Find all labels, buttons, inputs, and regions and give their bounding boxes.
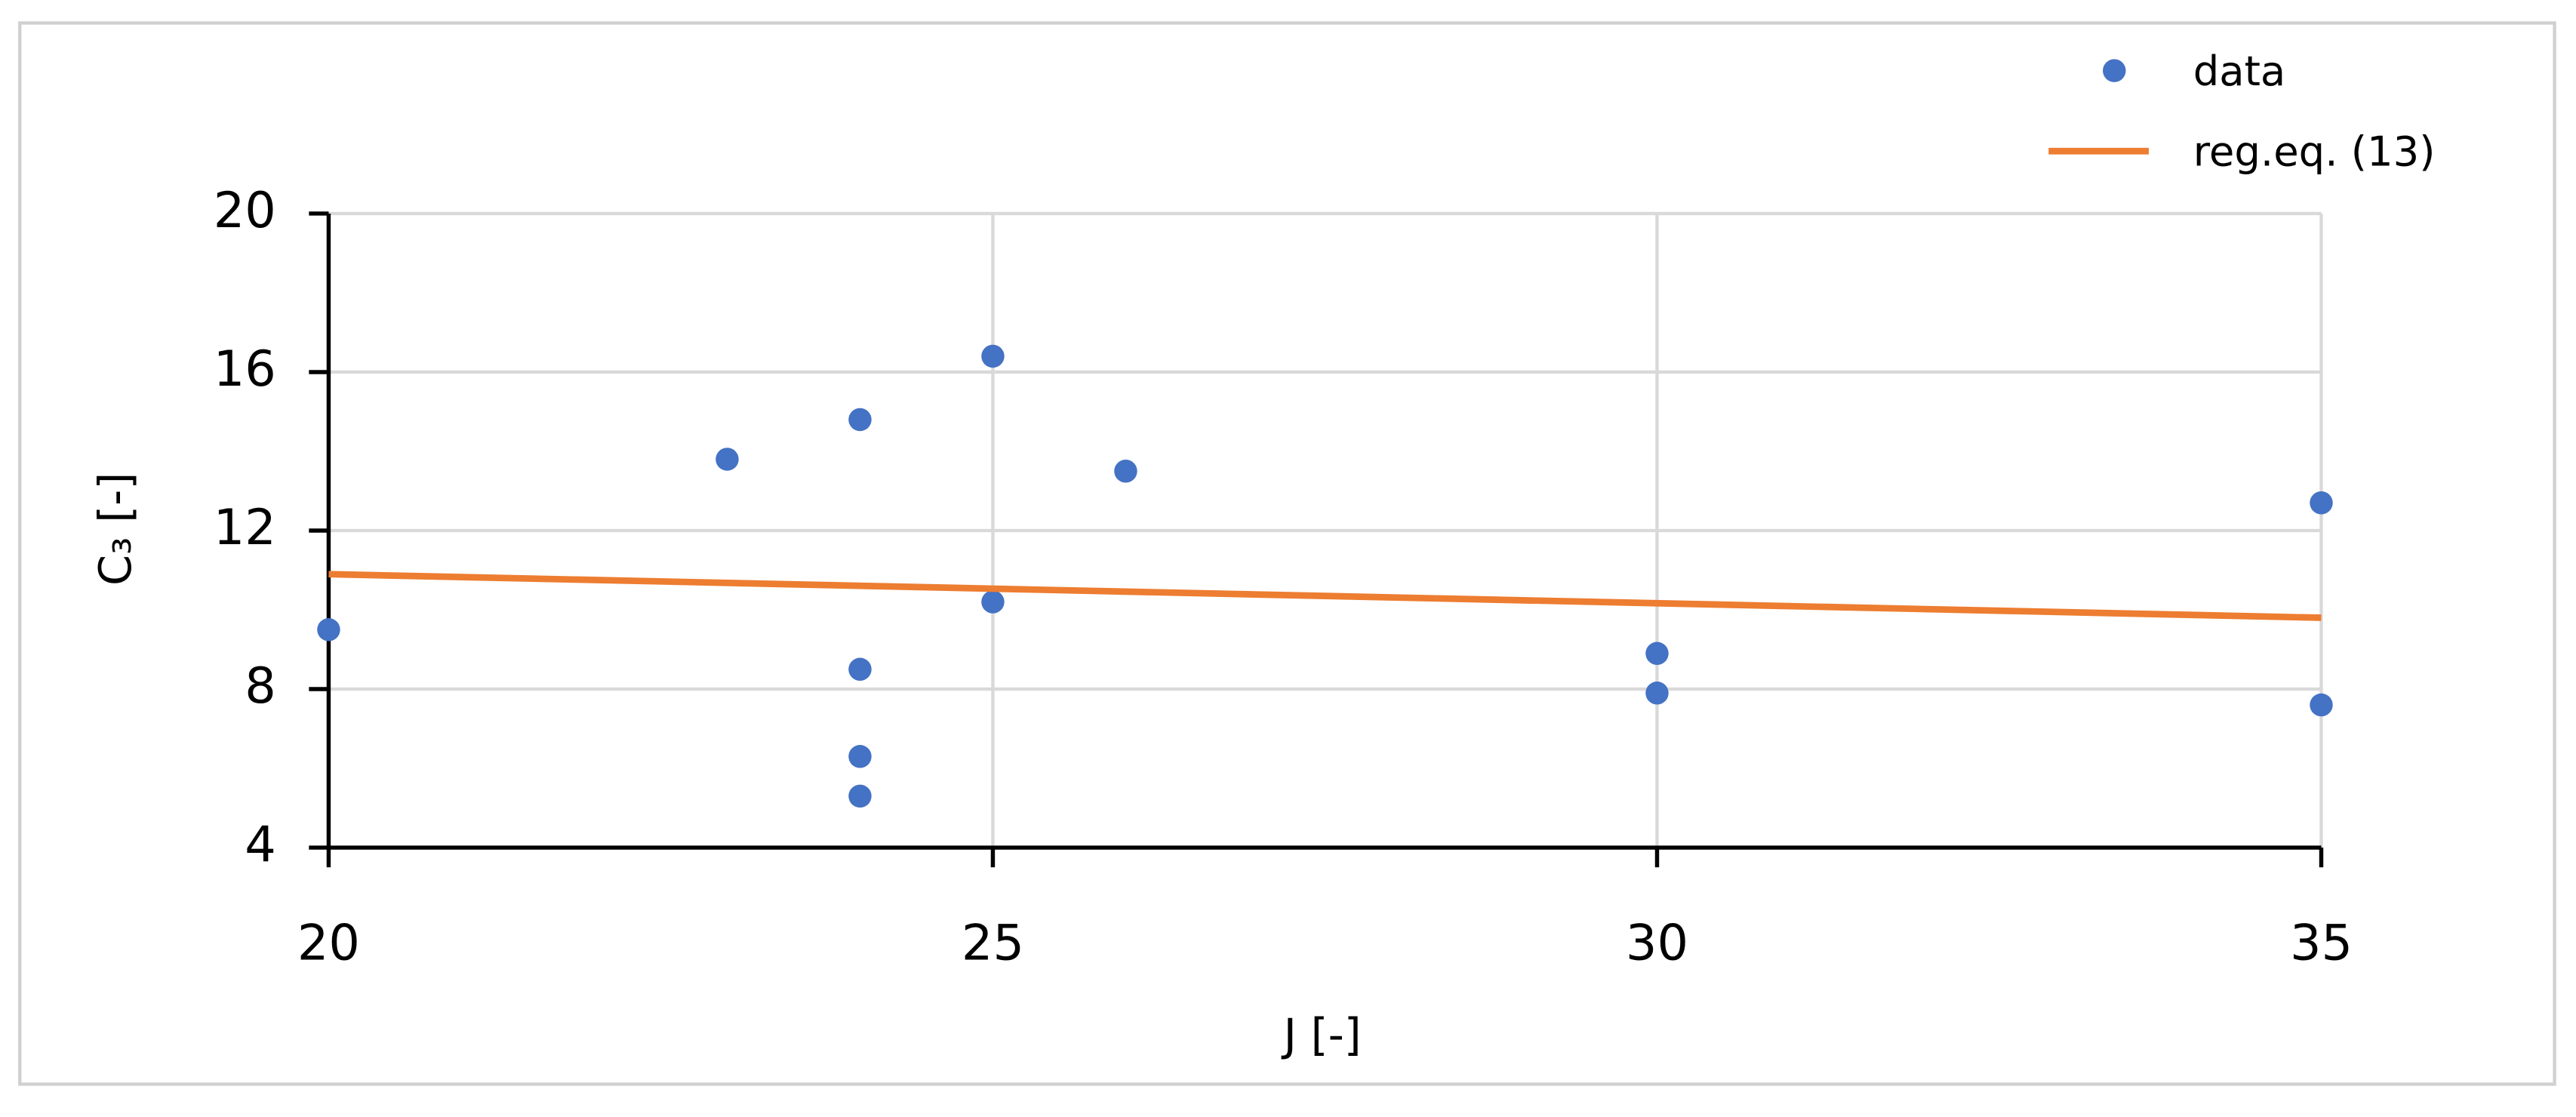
data-point [716, 448, 739, 471]
legend-label: reg.eq. (13) [2193, 128, 2436, 176]
y-tick-label: 8 [245, 657, 276, 715]
chart-frame [18, 21, 2556, 1086]
data-point [2310, 693, 2333, 717]
data-point [848, 657, 872, 682]
y-tick-label: 12 [214, 499, 276, 556]
x-tick-label: 35 [2290, 915, 2353, 972]
y-tick-label: 16 [214, 340, 276, 398]
data-point [1645, 642, 1669, 666]
data-point [981, 590, 1005, 614]
x-tick-label: 30 [1626, 915, 1688, 972]
data-point [848, 784, 872, 808]
data-point [1645, 682, 1669, 705]
y-tick-label: 20 [214, 182, 276, 239]
data-point [848, 745, 872, 768]
y-axis-label: C₃ [-] [89, 472, 141, 586]
x-axis-label: J [-] [1281, 1009, 1362, 1061]
data-point [848, 408, 872, 432]
data-point [981, 344, 1005, 368]
x-tick-label: 25 [962, 915, 1024, 972]
y-tick-label: 4 [245, 816, 276, 873]
regression-line [328, 571, 2322, 621]
data-point [1114, 460, 1137, 483]
data-point [317, 618, 340, 642]
legend-swatch [2103, 59, 2126, 82]
x-tick-label: 20 [297, 915, 360, 972]
data-point [2310, 491, 2333, 515]
legend-label: data [2193, 47, 2286, 95]
